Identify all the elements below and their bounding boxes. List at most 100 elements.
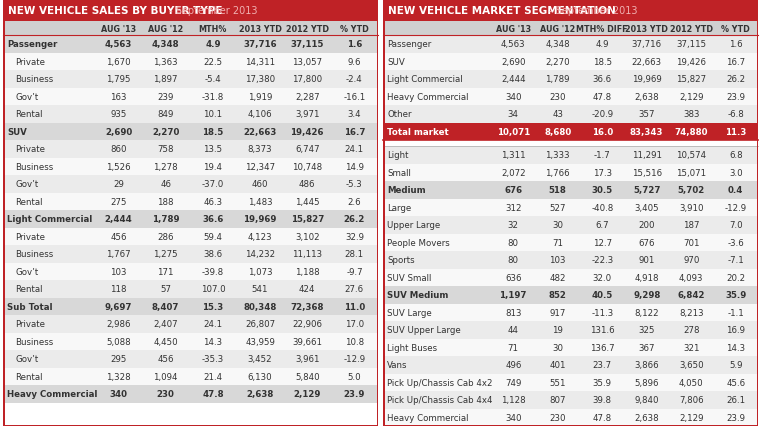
Text: Private: Private <box>15 320 45 328</box>
Text: -1.7: -1.7 <box>594 151 610 160</box>
Text: 676: 676 <box>505 186 522 195</box>
Bar <box>383 391 758 409</box>
Text: 23.9: 23.9 <box>344 389 365 398</box>
Bar <box>3 106 378 123</box>
Text: 295: 295 <box>110 354 127 363</box>
Text: 13.5: 13.5 <box>203 145 222 154</box>
Bar <box>3 53 378 71</box>
Bar <box>383 36 758 53</box>
Text: 29: 29 <box>113 180 124 189</box>
Text: 2,270: 2,270 <box>546 58 570 66</box>
Text: 5.0: 5.0 <box>348 372 361 381</box>
Text: 43,959: 43,959 <box>245 337 275 346</box>
Text: 935: 935 <box>110 110 127 119</box>
Text: -3.6: -3.6 <box>728 238 744 247</box>
Text: 551: 551 <box>549 378 566 387</box>
Text: 852: 852 <box>549 291 567 299</box>
Text: Private: Private <box>15 145 45 154</box>
Text: 7.0: 7.0 <box>729 221 743 230</box>
Text: 38.6: 38.6 <box>203 250 222 259</box>
Text: 47.8: 47.8 <box>593 413 612 422</box>
Text: 8,680: 8,680 <box>544 127 572 136</box>
Text: 27.6: 27.6 <box>345 285 364 294</box>
Text: Passenger: Passenger <box>7 40 57 49</box>
Text: 187: 187 <box>683 221 699 230</box>
Bar <box>3 0 378 22</box>
Text: 37,716: 37,716 <box>632 40 662 49</box>
Text: 4,050: 4,050 <box>679 378 704 387</box>
Text: 1.6: 1.6 <box>347 40 362 49</box>
Text: -39.8: -39.8 <box>202 267 224 276</box>
Text: 3,866: 3,866 <box>635 360 659 369</box>
Text: Small: Small <box>387 168 411 177</box>
Bar <box>383 356 758 374</box>
Text: 5.9: 5.9 <box>729 360 743 369</box>
Text: 849: 849 <box>158 110 174 119</box>
Bar <box>383 234 758 251</box>
Text: 239: 239 <box>158 92 174 101</box>
Text: 3,650: 3,650 <box>679 360 704 369</box>
Text: 2,129: 2,129 <box>679 413 703 422</box>
Bar <box>3 280 378 298</box>
Text: 5,702: 5,702 <box>677 186 705 195</box>
Text: 636: 636 <box>505 273 521 282</box>
Text: 118: 118 <box>110 285 127 294</box>
Text: 4,450: 4,450 <box>154 337 178 346</box>
Text: 14.9: 14.9 <box>345 162 364 171</box>
Text: 2,986: 2,986 <box>107 320 131 328</box>
Text: 2,638: 2,638 <box>635 92 659 101</box>
Text: 80: 80 <box>508 238 519 247</box>
Text: 4,348: 4,348 <box>546 40 570 49</box>
Text: 901: 901 <box>638 256 655 265</box>
Text: 13,057: 13,057 <box>292 58 323 66</box>
Text: Heavy Commercial: Heavy Commercial <box>387 92 469 101</box>
Bar <box>383 304 758 321</box>
Text: 6.8: 6.8 <box>729 151 743 160</box>
Bar <box>3 193 378 210</box>
Bar <box>3 385 378 403</box>
Text: 23.7: 23.7 <box>593 360 612 369</box>
Text: 3,971: 3,971 <box>295 110 320 119</box>
Text: 2013 YTD: 2013 YTD <box>239 24 282 33</box>
Text: 486: 486 <box>299 180 316 189</box>
Text: 278: 278 <box>683 325 699 334</box>
Bar <box>383 22 758 36</box>
Text: 17.0: 17.0 <box>345 320 364 328</box>
Text: 23.9: 23.9 <box>726 92 745 101</box>
Text: 83,343: 83,343 <box>630 127 664 136</box>
Text: - September 2013: - September 2013 <box>546 6 638 16</box>
Text: 4.9: 4.9 <box>596 40 609 49</box>
Text: 74,880: 74,880 <box>674 127 708 136</box>
Text: Rental: Rental <box>15 197 43 206</box>
Text: SUV Large: SUV Large <box>387 308 431 317</box>
Bar <box>383 409 758 426</box>
Text: 18.5: 18.5 <box>593 58 612 66</box>
Text: 230: 230 <box>549 92 566 101</box>
Text: 1,278: 1,278 <box>154 162 178 171</box>
Text: Business: Business <box>15 162 53 171</box>
Text: 3,961: 3,961 <box>295 354 320 363</box>
Text: 23.9: 23.9 <box>726 413 745 422</box>
Bar <box>383 106 758 123</box>
Text: 8,373: 8,373 <box>248 145 272 154</box>
Text: 71: 71 <box>552 238 563 247</box>
Bar <box>383 0 758 426</box>
Text: 6.7: 6.7 <box>595 221 609 230</box>
Text: 14.3: 14.3 <box>726 343 745 352</box>
Text: 482: 482 <box>549 273 566 282</box>
Bar <box>3 263 378 280</box>
Text: 4,093: 4,093 <box>679 273 703 282</box>
Text: 1,328: 1,328 <box>107 372 131 381</box>
Text: 21.4: 21.4 <box>203 372 222 381</box>
Bar <box>3 22 378 36</box>
Text: 22,663: 22,663 <box>632 58 662 66</box>
Text: 10,071: 10,071 <box>497 127 530 136</box>
Text: 357: 357 <box>638 110 655 119</box>
Text: -20.9: -20.9 <box>591 110 613 119</box>
Text: 2,444: 2,444 <box>501 75 526 84</box>
Text: 188: 188 <box>158 197 174 206</box>
Text: Private: Private <box>15 58 45 66</box>
Text: 19,969: 19,969 <box>244 215 277 224</box>
Text: People Movers: People Movers <box>387 238 450 247</box>
Bar <box>3 333 378 350</box>
